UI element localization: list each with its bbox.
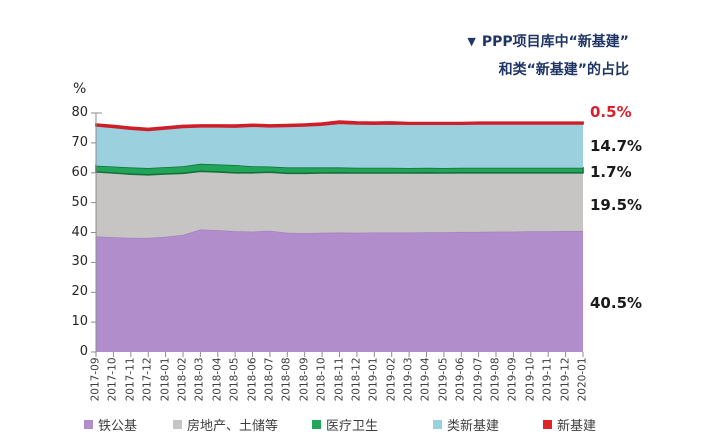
legend-swatch-icon <box>84 419 93 429</box>
x-tick-label: 2018-03 <box>193 357 206 402</box>
x-tick-label: 2018-02 <box>176 357 189 402</box>
y-axis-unit-label: % <box>73 81 87 97</box>
legend-item-医疗卫生: 医疗卫生 <box>312 416 379 434</box>
y-tick-label: 40 <box>71 224 88 240</box>
chart-title-line2: 和类“新基建”的占比 <box>498 62 629 78</box>
legend-label: 新基建 <box>557 418 597 434</box>
x-tick-label: 2018-05 <box>228 357 241 402</box>
x-tick-label: 2019-03 <box>402 357 415 402</box>
x-tick-label: 2017-10 <box>106 357 119 402</box>
x-tick-label: 2019-08 <box>489 357 502 402</box>
y-tick-label: 0 <box>79 344 88 359</box>
y-tick-label: 10 <box>71 314 88 330</box>
legend-label: 房地产、土储等 <box>187 418 279 434</box>
series-end-label-房地产、土储等: 19.5% <box>590 195 643 214</box>
legend-label: 铁公基 <box>98 418 138 434</box>
x-tick-label: 2017-11 <box>124 357 137 402</box>
y-tick-label: 70 <box>71 134 88 150</box>
x-tick-label: 2019-04 <box>419 357 432 402</box>
x-tick-label: 2018-01 <box>159 357 172 402</box>
x-tick-label: 2018-04 <box>211 357 224 402</box>
series-end-label-类新基建: 14.7% <box>590 136 643 155</box>
y-tick-label: 60 <box>71 164 88 180</box>
x-tick-label: 2017-09 <box>89 357 102 402</box>
area-铁公基 <box>96 229 583 352</box>
y-tick-label: 20 <box>71 284 88 300</box>
chart-title-line1-text: PPP项目库中“新基建” <box>481 34 629 50</box>
y-tick-label: 50 <box>71 194 88 210</box>
x-tick-label: 2019-06 <box>454 357 467 402</box>
y-tick-label: 80 <box>71 105 88 120</box>
series-end-label-新基建: 0.5% <box>590 103 632 121</box>
x-tick-label: 2019-07 <box>472 357 485 402</box>
legend-swatch-icon <box>433 419 442 429</box>
x-tick-label: 2019-09 <box>506 357 519 402</box>
y-tick-label: 30 <box>71 254 88 270</box>
legend-swatch-icon <box>312 419 321 429</box>
legend-item-类新基建: 类新基建 <box>433 416 500 434</box>
area-新基建 <box>95 120 584 132</box>
x-tick-label: 2019-11 <box>541 357 554 402</box>
x-tick-label: 2019-01 <box>367 357 380 402</box>
x-tick-label: 2017-12 <box>141 357 154 402</box>
x-tick-label: 2018-12 <box>350 357 363 402</box>
title-marker-icon: ▼ <box>467 35 476 48</box>
area-类新基建 <box>96 123 583 168</box>
x-tick-label: 2019-05 <box>437 357 450 402</box>
series-end-label-医疗卫生: 1.7% <box>590 163 632 182</box>
legend-label: 类新基建 <box>447 418 500 434</box>
chart-title-line1: ▼ PPP项目库中“新基建” <box>467 28 629 56</box>
series-end-label-铁公基: 40.5% <box>590 293 643 312</box>
legend-swatch-icon <box>543 419 552 429</box>
legend-item-铁公基: 铁公基 <box>84 416 138 434</box>
x-tick-label: 2018-11 <box>333 357 345 402</box>
x-tick-label: 2019-10 <box>524 357 537 402</box>
x-tick-label: 2018-06 <box>246 357 259 402</box>
x-tick-label: 2018-09 <box>298 357 311 402</box>
x-tick-label: 2018-08 <box>280 357 293 402</box>
x-tick-label: 2020-01 <box>576 357 589 402</box>
legend-swatch-icon <box>173 419 182 429</box>
legend-label: 医疗卫生 <box>326 418 379 434</box>
x-tick-label: 2019-12 <box>559 357 572 402</box>
legend-item-新基建: 新基建 <box>543 416 597 434</box>
chart-title: ▼ PPP项目库中“新基建” 和类“新基建”的占比 <box>467 28 629 84</box>
x-tick-label: 2018-07 <box>263 357 276 402</box>
area-房地产、土储等 <box>96 171 583 238</box>
x-tick-label: 2019-02 <box>385 357 398 402</box>
x-tick-label: 2018-10 <box>315 357 328 402</box>
legend-item-房地产、土储等: 房地产、土储等 <box>173 416 279 434</box>
